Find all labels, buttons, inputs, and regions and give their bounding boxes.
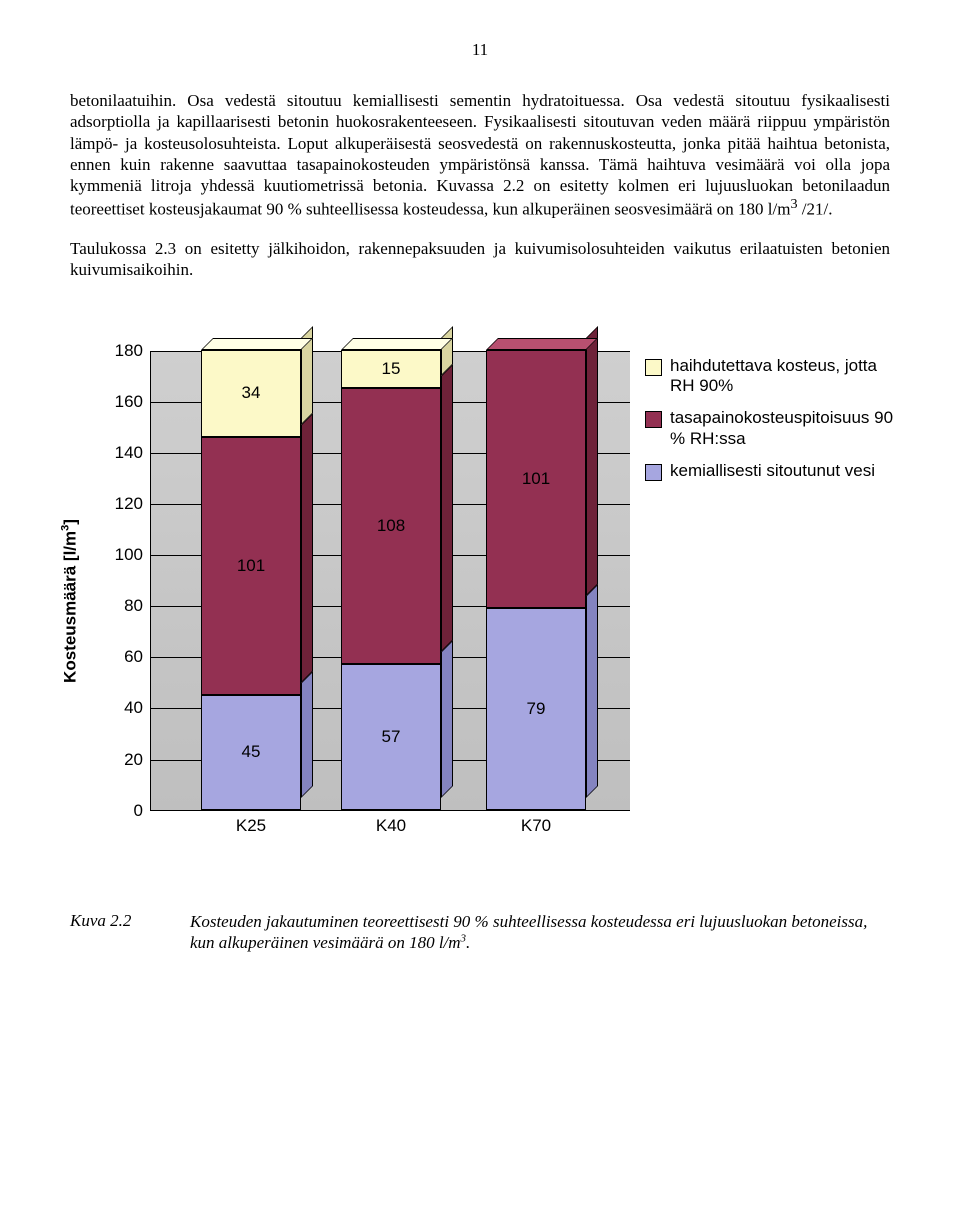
chart-ytick-label: 120: [115, 494, 151, 514]
chart-xtick-label: K40: [341, 810, 441, 836]
chart-ytick-label: 20: [124, 750, 151, 770]
figure-caption-label: Kuva 2.2: [70, 911, 190, 954]
chart-xtick-label: K25: [201, 810, 301, 836]
chart-bar-value: 45: [201, 742, 301, 762]
chart-bar-value: 79: [486, 699, 586, 719]
chart-bar-value: 57: [341, 727, 441, 747]
paragraph-1-text: betonilaatuihin. Osa vedestä sitoutuu ke…: [70, 91, 890, 219]
chart-legend: haihdutettava kosteus, jotta RH 90% tasap…: [645, 356, 895, 494]
ylabel-prefix: Kosteusmäärä [l/m: [60, 530, 79, 682]
chart-plot-area: 0204060801001201401601804510134K25571081…: [150, 351, 630, 811]
chart-ytick-label: 40: [124, 698, 151, 718]
page-number: 11: [70, 40, 890, 60]
figure-caption-text: Kosteuden jakautuminen teoreettisesti 90…: [190, 911, 890, 954]
chart-ytick-label: 100: [115, 545, 151, 565]
chart-legend-swatch: [645, 411, 662, 428]
chart-bar-segment: 15: [341, 350, 441, 388]
chart-xtick-label: K70: [486, 810, 586, 836]
chart-bar-segment: 79: [486, 608, 586, 810]
ylabel-sup: 3: [60, 524, 72, 530]
chart-ytick-label: 140: [115, 443, 151, 463]
caption-text-prefix: Kosteuden jakautuminen teoreettisesti 90…: [190, 912, 867, 952]
chart-bar-segment: 34: [201, 350, 301, 437]
moisture-distribution-chart: Kosteusmäärä [l/m3] 02040608010012014016…: [70, 341, 890, 861]
chart-bar-segment: 57: [341, 664, 441, 810]
caption-text-suffix: .: [466, 933, 470, 952]
ylabel-suffix: ]: [60, 519, 79, 525]
chart-legend-text: tasapainokosteuspitoisuus 90 % RH:ssa: [670, 408, 895, 449]
chart-legend-item: haihdutettava kosteus, jotta RH 90%: [645, 356, 895, 397]
chart-bar-segment: 45: [201, 695, 301, 810]
chart-legend-swatch: [645, 359, 662, 376]
chart-bar-segment: 101: [486, 350, 586, 608]
chart-bar-segment: 101: [201, 437, 301, 695]
chart-bar-value: 101: [201, 556, 301, 576]
chart-legend-item: kemiallisesti sitoutunut vesi: [645, 461, 895, 481]
figure-caption: Kuva 2.2 Kosteuden jakautuminen teoreett…: [70, 911, 890, 954]
chart-ytick-label: 160: [115, 392, 151, 412]
chart-bar-value: 108: [341, 516, 441, 536]
chart-ytick-label: 0: [134, 801, 151, 821]
chart-ytick-label: 180: [115, 341, 151, 361]
chart-legend-swatch: [645, 464, 662, 481]
chart-y-axis-label: Kosteusmäärä [l/m3]: [60, 519, 81, 683]
chart-bar-segment: 108: [341, 388, 441, 664]
chart-legend-text: kemiallisesti sitoutunut vesi: [670, 461, 875, 481]
chart-ytick-label: 80: [124, 596, 151, 616]
chart-ytick-label: 60: [124, 647, 151, 667]
paragraph-1-tail: /21/.: [798, 200, 833, 219]
chart-bar-value: 15: [341, 359, 441, 379]
chart-bar-value: 34: [201, 383, 301, 403]
paragraph-1-sup: 3: [790, 196, 797, 212]
chart-bar-value: 101: [486, 469, 586, 489]
paragraph-1: betonilaatuihin. Osa vedestä sitoutuu ke…: [70, 90, 890, 220]
chart-legend-item: tasapainokosteuspitoisuus 90 % RH:ssa: [645, 408, 895, 449]
paragraph-2: Taulukossa 2.3 on esitetty jälkihoidon, …: [70, 238, 890, 281]
chart-legend-text: haihdutettava kosteus, jotta RH 90%: [670, 356, 895, 397]
